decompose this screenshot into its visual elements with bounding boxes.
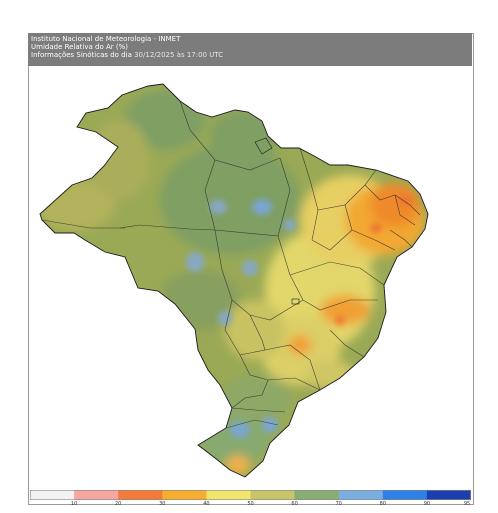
marajo-island <box>254 137 273 155</box>
legend-tick-label: 60 <box>291 501 298 507</box>
legend-tick-label: 80 <box>379 501 386 507</box>
legend-swatch <box>382 490 428 500</box>
brazil-outline <box>39 83 429 478</box>
legend-swatch <box>74 490 119 500</box>
legend-tick-label: 30 <box>159 501 166 507</box>
legend-tick-label: 40 <box>203 501 210 507</box>
color-legend <box>30 490 471 500</box>
header-institute: Instituto Nacional de Meteorologia - INM… <box>31 35 181 43</box>
header-info-date: 30/12/2025 às 17:00 UTC <box>134 51 224 59</box>
legend-swatch <box>338 490 384 500</box>
legend-tick-label: 10 <box>70 501 78 507</box>
header-variable: Umidade Relativa do Ar (%) <box>31 43 128 51</box>
legend-swatch <box>426 490 471 500</box>
legend-swatch <box>206 490 251 500</box>
state-borders <box>41 100 421 429</box>
legend-swatch <box>162 490 207 500</box>
legend-swatch <box>250 490 296 500</box>
legend-tick-label: 90 <box>423 501 431 507</box>
header-info: Informações Sinóticas do dia 30/12/2025 … <box>31 51 223 59</box>
legend-swatch <box>294 490 340 500</box>
legend-tick-label: 95 <box>463 501 471 507</box>
header-info-prefix: Informações Sinóticas do dia <box>31 51 132 59</box>
map-header: Instituto Nacional de Meteorologia - INM… <box>28 33 472 66</box>
legend-swatch <box>30 490 75 500</box>
legend-tick-label: 70 <box>335 501 342 507</box>
legend-tick-label: 50 <box>247 501 254 507</box>
brazil-humidity-map <box>39 83 429 478</box>
legend-swatch <box>118 490 163 500</box>
federal-district <box>291 298 300 305</box>
legend-tick-label: 20 <box>115 501 122 507</box>
